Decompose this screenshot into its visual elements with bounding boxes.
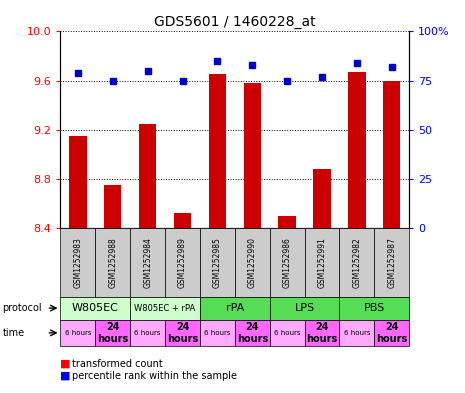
Bar xyxy=(383,81,400,228)
Text: 6 hours: 6 hours xyxy=(134,330,161,336)
Title: GDS5601 / 1460228_at: GDS5601 / 1460228_at xyxy=(154,15,316,29)
Text: GSM1252987: GSM1252987 xyxy=(387,237,396,288)
Text: 24
hours: 24 hours xyxy=(167,322,198,343)
Text: GSM1252983: GSM1252983 xyxy=(73,237,82,288)
Text: 6 hours: 6 hours xyxy=(274,330,300,336)
Text: 24
hours: 24 hours xyxy=(376,322,407,343)
Text: GSM1252984: GSM1252984 xyxy=(143,237,152,288)
Text: GSM1252985: GSM1252985 xyxy=(213,237,222,288)
Text: GSM1252991: GSM1252991 xyxy=(318,237,326,288)
Bar xyxy=(139,123,156,228)
Text: GSM1252990: GSM1252990 xyxy=(248,237,257,288)
Text: GSM1252988: GSM1252988 xyxy=(108,237,117,288)
Text: percentile rank within the sample: percentile rank within the sample xyxy=(72,371,237,381)
Text: 24
hours: 24 hours xyxy=(97,322,128,343)
Text: 6 hours: 6 hours xyxy=(65,330,91,336)
Bar xyxy=(69,136,86,228)
Bar xyxy=(279,216,296,228)
Text: GSM1252986: GSM1252986 xyxy=(283,237,292,288)
Text: ■: ■ xyxy=(60,359,71,369)
Bar xyxy=(104,185,121,228)
Text: ■: ■ xyxy=(60,371,71,381)
Text: transformed count: transformed count xyxy=(72,359,163,369)
Text: PBS: PBS xyxy=(364,303,385,313)
Text: W805EC + rPA: W805EC + rPA xyxy=(134,304,196,312)
Text: LPS: LPS xyxy=(294,303,315,313)
Text: protocol: protocol xyxy=(2,303,42,313)
Text: 24
hours: 24 hours xyxy=(237,322,268,343)
Text: 6 hours: 6 hours xyxy=(344,330,370,336)
Bar xyxy=(174,213,191,228)
Bar xyxy=(348,72,365,228)
Bar xyxy=(209,74,226,228)
Text: time: time xyxy=(2,328,25,338)
Text: 6 hours: 6 hours xyxy=(204,330,231,336)
Text: rPA: rPA xyxy=(226,303,244,313)
Text: W805EC: W805EC xyxy=(72,303,119,313)
Text: GSM1252982: GSM1252982 xyxy=(352,237,361,288)
Bar xyxy=(244,83,261,228)
Bar xyxy=(313,169,331,228)
Text: 24
hours: 24 hours xyxy=(306,322,338,343)
Text: GSM1252989: GSM1252989 xyxy=(178,237,187,288)
